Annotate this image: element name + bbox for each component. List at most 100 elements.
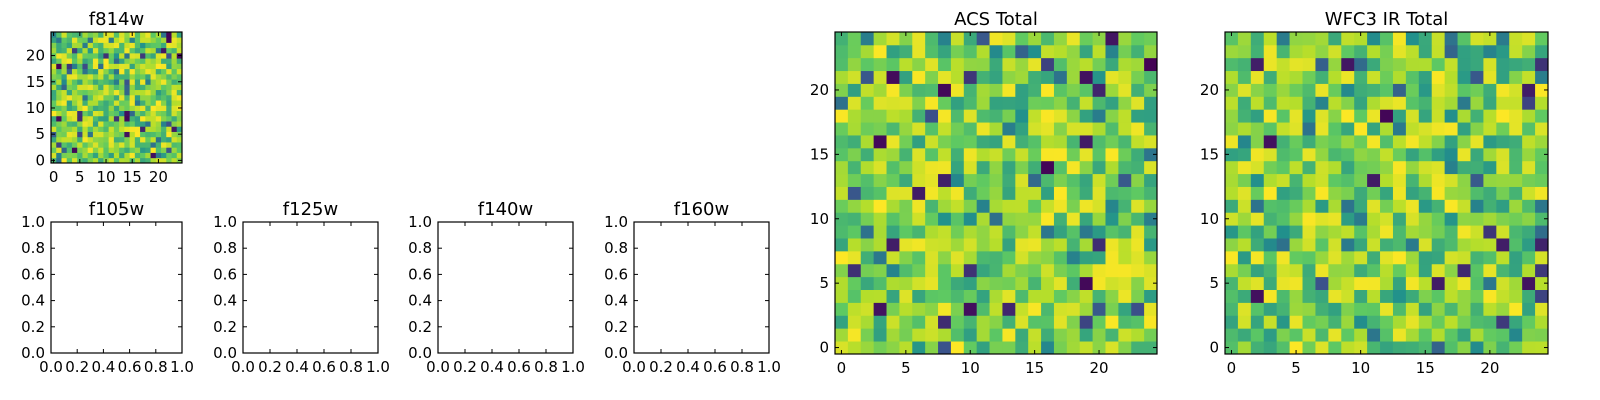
heatmap-cell — [103, 121, 110, 127]
heatmap-cell — [87, 136, 94, 143]
heatmap-cell — [77, 152, 83, 159]
heatmap-cell — [886, 173, 900, 187]
heatmap-cell — [925, 328, 939, 342]
heatmap-cell — [1509, 173, 1523, 187]
heatmap-cell — [1328, 147, 1342, 162]
heatmap-cell — [1522, 160, 1536, 175]
heatmap-cell — [873, 160, 887, 175]
heatmap-cell — [166, 147, 172, 153]
heatmap-cell — [98, 105, 104, 111]
heatmap-cell — [886, 212, 900, 226]
heatmap-cell — [161, 84, 167, 91]
heatmap-cell — [912, 341, 926, 355]
heatmap-cell — [1354, 263, 1368, 278]
heatmap-cell — [1276, 225, 1290, 239]
heatmap-cell — [1079, 147, 1093, 162]
heatmap-cell — [129, 100, 136, 106]
heatmap-cell — [87, 147, 94, 153]
heatmap-cell — [1418, 83, 1433, 97]
x-tick-label: 15 — [123, 168, 142, 186]
x-tick-label: 1.0 — [366, 358, 390, 376]
heatmap-cell — [82, 63, 89, 70]
heatmap-cell — [1263, 315, 1278, 329]
heatmap-cell — [1066, 250, 1081, 265]
heatmap-cell — [113, 37, 120, 43]
heatmap-cell — [1131, 315, 1145, 329]
heatmap-cell — [56, 152, 62, 159]
heatmap-cell — [1225, 212, 1239, 226]
heatmap-cell — [899, 225, 913, 239]
heatmap-cell — [92, 47, 99, 54]
heatmap-cell — [1328, 263, 1342, 278]
heatmap-cell — [103, 79, 110, 85]
heatmap-cell — [82, 84, 89, 91]
heatmap-cell — [976, 57, 990, 72]
x-tick-label: 0.4 — [676, 358, 700, 376]
heatmap-cell — [1315, 83, 1329, 97]
heatmap-cell — [1250, 341, 1265, 355]
heatmap-cell — [1002, 44, 1016, 59]
heatmap-cell — [124, 79, 130, 85]
heatmap-cell — [77, 147, 83, 153]
heatmap-cell — [1535, 276, 1549, 290]
heatmap-cell — [1041, 83, 1055, 97]
heatmap-cell — [1092, 135, 1106, 149]
heatmap-cell — [860, 225, 875, 239]
heatmap-cell — [129, 89, 136, 96]
heatmap-cell — [92, 157, 99, 164]
heatmap-cell — [1250, 328, 1265, 342]
y-tick-label: 0.4 — [408, 292, 432, 310]
heatmap-cell — [860, 135, 875, 149]
heatmap-cell — [1144, 160, 1158, 175]
heatmap-cell — [140, 73, 146, 80]
heatmap-cell — [1092, 199, 1106, 213]
heatmap-cell — [1418, 96, 1433, 110]
heatmap-cell — [1367, 57, 1381, 72]
heatmap-cell — [87, 105, 94, 111]
heatmap-cell — [124, 42, 130, 49]
heatmap-cell — [166, 152, 172, 159]
heatmap-cell — [1015, 109, 1029, 123]
heatmap-cell — [989, 96, 1003, 110]
heatmap-cell — [161, 121, 167, 127]
heatmap-cell — [835, 160, 849, 175]
heatmap-cell — [1392, 70, 1407, 84]
heatmap-cell — [1444, 250, 1458, 265]
heatmap-cell — [161, 131, 167, 138]
heatmap-cell — [1028, 57, 1042, 72]
heatmap-cell — [1315, 186, 1329, 200]
heatmap-cell — [847, 225, 862, 239]
heatmap-cell — [1535, 289, 1549, 303]
heatmap-cell — [155, 94, 162, 101]
heatmap-cell — [129, 52, 136, 59]
heatmap-cell — [1263, 341, 1278, 355]
heatmap-cell — [171, 100, 178, 106]
heatmap-cell — [87, 157, 94, 164]
heatmap-cell — [1118, 173, 1132, 187]
heatmap-cell — [1289, 250, 1303, 265]
heatmap-cell — [1302, 57, 1316, 72]
heatmap-cell — [92, 131, 99, 138]
heatmap-cell — [145, 32, 151, 38]
heatmap-cell — [1289, 83, 1303, 97]
heatmap-cell — [82, 147, 89, 153]
heatmap-cell — [1041, 276, 1055, 290]
heatmap-cell — [1105, 32, 1119, 46]
heatmap-cell — [1289, 135, 1303, 149]
heatmap-cell — [860, 276, 875, 290]
heatmap-cell — [976, 263, 990, 278]
heatmap-cell — [176, 115, 183, 122]
heatmap-cell — [145, 152, 151, 159]
heatmap-cell — [1405, 57, 1420, 72]
heatmap-cell — [1522, 70, 1536, 84]
y-tick-label: 1.0 — [604, 213, 628, 231]
heatmap-cell — [134, 89, 141, 96]
heatmap-cell — [1118, 302, 1132, 316]
heatmap-cell — [835, 44, 849, 59]
heatmap-cell — [1483, 173, 1497, 187]
heatmap-cell — [1144, 122, 1158, 136]
heatmap-cell — [847, 44, 862, 59]
heatmap-cell — [1392, 263, 1407, 278]
heatmap-cell — [161, 126, 167, 132]
heatmap-cell — [103, 110, 110, 117]
